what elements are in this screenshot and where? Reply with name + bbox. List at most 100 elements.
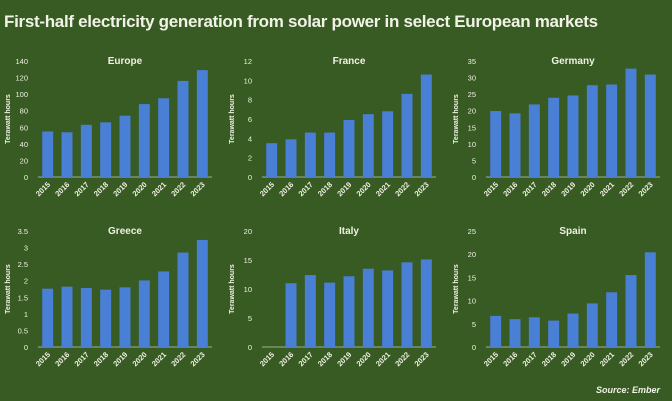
y-tick-label: 20 (468, 250, 476, 259)
bar-2022 (625, 68, 637, 177)
x-tick-label: 2018 (316, 350, 334, 368)
y-tick-label: 100 (15, 90, 28, 99)
x-tick-label: 2019 (559, 180, 577, 198)
chart-greece: Greece Terawatt hours 0 0.5 1 1.5 2 2.5 3 3.5 2015… (5, 226, 212, 368)
x-tick-label: 2016 (277, 180, 295, 198)
x-tick-label: 2023 (413, 350, 431, 368)
x-tick-label: 2019 (335, 180, 353, 198)
bar-2017 (528, 317, 540, 347)
x-tick-label: 2017 (297, 180, 315, 198)
bar-2021 (158, 271, 170, 347)
y-tick-label: 80 (20, 107, 28, 116)
x-tick-label: 2015 (258, 180, 276, 198)
y-tick-label: 0 (472, 173, 476, 182)
x-tick-label: 2022 (169, 180, 187, 198)
bar-2023 (420, 74, 432, 177)
y-tick-label: 20 (244, 227, 252, 236)
y-tick-label: 0 (248, 173, 252, 182)
y-axis-label: Terawatt hours (5, 94, 12, 144)
x-tick-label: 2020 (355, 180, 373, 198)
y-tick-label: 0 (472, 343, 476, 352)
x-tick-label: 2018 (540, 350, 558, 368)
y-tick-label: 10 (244, 76, 252, 85)
y-axis-label: Terawatt hours (453, 94, 460, 144)
x-tick-label: 2020 (131, 350, 149, 368)
x-tick-label: 2019 (111, 350, 129, 368)
x-tick-label: 2021 (374, 180, 392, 198)
x-tick-label: 2016 (277, 350, 295, 368)
y-tick-label: 20 (468, 107, 476, 116)
y-tick-label: 5 (248, 314, 252, 323)
x-tick-label: 2017 (73, 350, 91, 368)
panel-title: Spain (559, 226, 586, 237)
y-tick-label: 10 (244, 285, 252, 294)
bar-2023 (644, 252, 656, 347)
y-tick-label: 6 (248, 115, 252, 124)
y-tick-label: 10 (468, 297, 476, 306)
x-tick-label: 2015 (258, 350, 276, 368)
y-tick-label: 4 (248, 134, 252, 143)
bar-2018 (100, 289, 112, 347)
bar-2018 (548, 97, 560, 177)
x-tick-label: 2018 (92, 180, 110, 198)
x-tick-label: 2016 (501, 180, 519, 198)
bar-2015 (266, 143, 278, 177)
x-tick-label: 2016 (53, 180, 71, 198)
bar-2020 (138, 280, 150, 347)
y-tick-label: 12 (244, 57, 252, 66)
x-tick-label: 2019 (111, 180, 129, 198)
x-tick-label: 2020 (579, 350, 597, 368)
panel-title: Germany (551, 56, 595, 67)
y-tick-label: 120 (15, 74, 28, 83)
x-tick-label: 2020 (131, 180, 149, 198)
y-tick-label: 25 (468, 90, 476, 99)
panel-title: Italy (339, 226, 359, 237)
x-tick-label: 2022 (169, 350, 187, 368)
y-axis-label: Terawatt hours (453, 264, 460, 314)
bar-2023 (420, 259, 432, 347)
bar-2021 (606, 84, 618, 177)
x-tick-label: 2023 (189, 180, 207, 198)
bar-2021 (382, 111, 394, 177)
bar-2019 (567, 313, 579, 347)
bar-2018 (548, 320, 560, 347)
bar-2019 (343, 276, 355, 347)
y-tick-label: 15 (468, 273, 476, 282)
panel-title: Greece (108, 226, 142, 237)
y-tick-label: 0.5 (18, 326, 28, 335)
chart-title: First-half electricity generation from s… (4, 12, 598, 31)
y-axis-label: Terawatt hours (229, 264, 236, 314)
bar-2016 (61, 286, 73, 347)
bar-2018 (324, 132, 336, 177)
bar-2015 (490, 111, 502, 177)
y-tick-label: 40 (20, 140, 28, 149)
bar-2016 (61, 132, 73, 177)
bar-2017 (80, 124, 92, 177)
x-tick-label: 2018 (540, 180, 558, 198)
bar-2020 (362, 268, 374, 347)
y-tick-label: 3.5 (18, 227, 28, 236)
y-tick-label: 15 (468, 123, 476, 132)
y-tick-label: 25 (468, 227, 476, 236)
bar-2016 (509, 319, 521, 347)
y-tick-label: 8 (248, 96, 252, 105)
chart-europe: Europe Terawatt hours 0 20 40 60 80 100 120 140 20… (5, 56, 212, 198)
y-tick-label: 30 (468, 74, 476, 83)
bar-2019 (119, 287, 131, 347)
bar-2023 (196, 239, 208, 347)
bar-2015 (42, 131, 54, 177)
bar-2015 (490, 315, 502, 347)
x-tick-label: 2016 (53, 350, 71, 368)
y-tick-label: 20 (20, 156, 28, 165)
y-tick-label: 2.5 (18, 260, 28, 269)
bar-2019 (119, 115, 131, 177)
bar-2021 (606, 292, 618, 347)
bar-2023 (196, 70, 208, 177)
x-tick-label: 2021 (150, 180, 168, 198)
bar-2018 (100, 122, 112, 177)
bar-2017 (80, 288, 92, 347)
x-tick-label: 2015 (34, 350, 52, 368)
bar-2020 (138, 104, 150, 177)
panel-germany: Germany Terawatt hours 0 5 10 15 20 25 30 35 2015 2… (448, 45, 672, 217)
